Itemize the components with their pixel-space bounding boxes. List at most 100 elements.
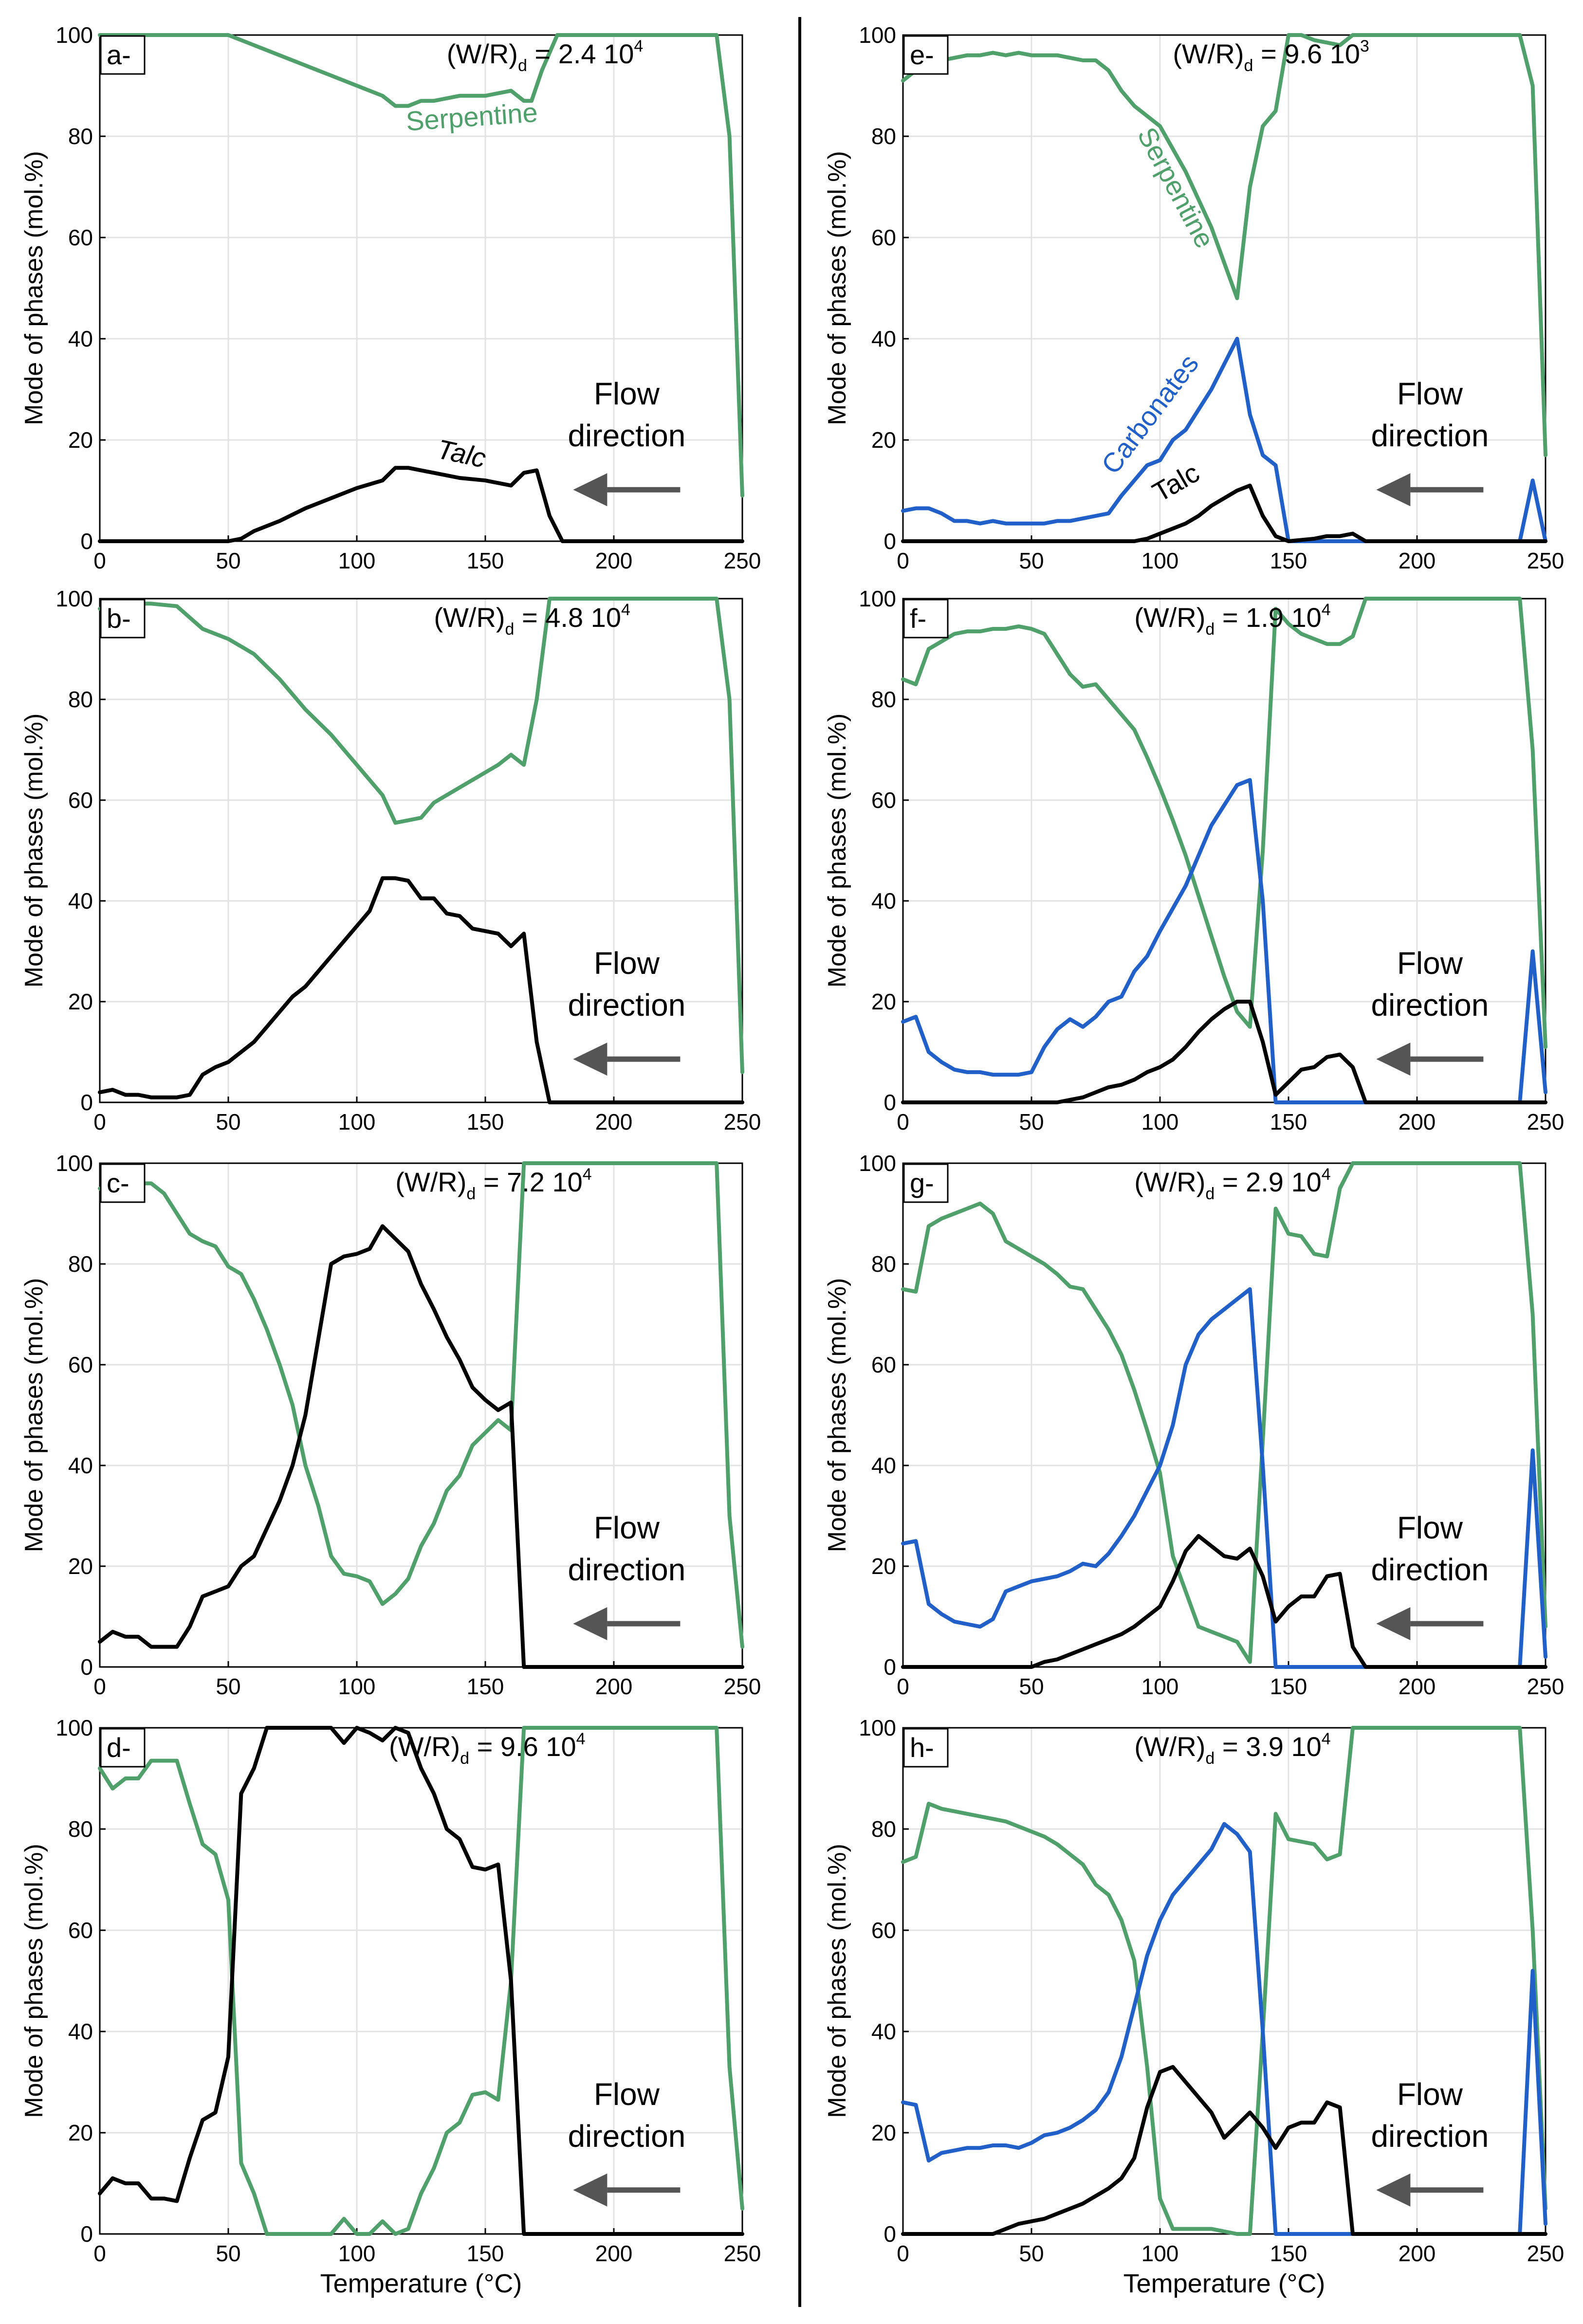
panel-letter-box [100, 1163, 146, 1203]
x-tick-label: 0 [93, 1674, 106, 1699]
flow-label-2: direction [568, 988, 685, 1023]
y-tick-label: 20 [871, 2120, 896, 2145]
y-tick-label: 60 [871, 1352, 896, 1377]
x-tick-label: 100 [1141, 2241, 1179, 2266]
series-line-serpentine [901, 33, 1547, 457]
flow-label-1: Flow [1397, 376, 1463, 411]
y-tick-label: 40 [68, 326, 93, 351]
x-tick-label: 100 [338, 1674, 376, 1699]
x-tick-label: 100 [1141, 1109, 1179, 1135]
series-line-carbonates [901, 337, 1547, 543]
x-tick-label: 150 [1270, 548, 1307, 573]
y-tick-label: 80 [68, 1816, 93, 1842]
series-line-talc [901, 483, 1547, 543]
flow-arrow-head [1376, 473, 1411, 507]
y-tick-label: 80 [68, 687, 93, 712]
wr-annotation: (W/R)d = 2.9 104 [1134, 1165, 1331, 1203]
y-tick-label: 40 [68, 888, 93, 914]
x-tick-label: 50 [216, 1674, 240, 1699]
wr-sub: d [505, 620, 515, 639]
x-tick-label: 200 [1399, 1674, 1436, 1699]
flow-direction-note: Flow direction [568, 946, 685, 1076]
panel-a: 0 50 100 150 200 250 0 20 40 60 80 100 Mode of phase… [20, 22, 761, 573]
y-tick-label: 80 [871, 124, 896, 149]
wr-value: = 2.9 10 [1215, 1167, 1322, 1197]
series-line-talc [901, 1000, 1547, 1104]
panel-f-letter: f- [903, 599, 949, 639]
series-line-talc [98, 466, 744, 543]
y-tick-label: 20 [871, 427, 896, 453]
wr-value: = 7.2 10 [476, 1167, 583, 1197]
wr-exp: 3 [1360, 37, 1369, 55]
x-tick-label: 250 [724, 548, 761, 573]
flow-label-2: direction [1371, 2119, 1489, 2154]
panel-g-letter: g- [903, 1163, 949, 1203]
series-line-talc [901, 2065, 1547, 2236]
x-tick-label: 50 [216, 1109, 240, 1135]
y-tick-label: 0 [884, 529, 896, 554]
series-line-carbonates [901, 1287, 1547, 1669]
y-tick-label: 60 [68, 1352, 93, 1377]
series-line-carbonates [901, 1822, 1547, 2236]
panel-letter: d- [107, 1732, 131, 1763]
flow-arrow-head [573, 473, 607, 507]
flow-arrow-head [573, 1043, 607, 1076]
y-tick-label: 0 [884, 1090, 896, 1115]
panel-letter-box [903, 1163, 949, 1203]
panel-letter: c- [107, 1168, 129, 1198]
wr-exp: 4 [583, 1165, 592, 1184]
flow-label-1: Flow [594, 1510, 660, 1545]
panel-a-frame [99, 34, 743, 542]
y-axis-label: Mode of phases (mol.%) [823, 714, 851, 988]
flow-direction-note: Flow direction [568, 376, 685, 507]
x-tick-label: 100 [1141, 548, 1179, 573]
wr-base: (W/R) [389, 1731, 460, 1762]
y-tick-label: 80 [871, 1251, 896, 1277]
panel-c-letter: c- [100, 1163, 146, 1203]
x-tick-label: 100 [1141, 1674, 1179, 1699]
panel-letter: f- [910, 603, 926, 634]
x-tick-label: 250 [724, 2241, 761, 2266]
panel-e-letter: e- [903, 35, 949, 75]
x-tick-label: 0 [93, 548, 106, 573]
flow-direction-note: Flow direction [1371, 376, 1489, 507]
flow-direction-note: Flow direction [568, 1510, 685, 1641]
series-line-serpentine [901, 1161, 1547, 1664]
series-line-talc [98, 876, 744, 1104]
wr-exp: 4 [1322, 1730, 1331, 1748]
panel-letter: b- [107, 603, 131, 634]
y-tick-label: 40 [871, 888, 896, 914]
flow-label-2: direction [1371, 418, 1489, 453]
x-tick-label: 50 [1019, 2241, 1044, 2266]
x-tick-label: 150 [1270, 1674, 1307, 1699]
y-tick-label: 20 [68, 1554, 93, 1579]
y-axis-label: Mode of phases (mol.%) [20, 1278, 48, 1553]
y-tick-label: 100 [859, 1715, 896, 1740]
y-tick-label: 0 [80, 529, 93, 554]
panel-f-grid [903, 599, 1546, 1102]
flow-label-1: Flow [594, 2077, 660, 2112]
x-tick-label: 200 [1399, 2241, 1436, 2266]
x-tick-label: 200 [595, 2241, 633, 2266]
x-tick-label: 150 [1270, 2241, 1307, 2266]
flow-direction-note: Flow direction [1371, 2077, 1489, 2207]
x-tick-label: 250 [1527, 548, 1565, 573]
x-tick-label: 0 [897, 548, 909, 573]
wr-annotation: (W/R)d = 7.2 104 [395, 1165, 592, 1203]
x-tick-label: 50 [1019, 1674, 1044, 1699]
series-line-serpentine [98, 597, 744, 1074]
x-tick-label: 150 [467, 548, 504, 573]
wr-base: (W/R) [1134, 1731, 1205, 1762]
y-tick-label: 80 [68, 124, 93, 149]
panel-letter-box [100, 35, 146, 75]
series-line-carbonates [901, 778, 1547, 1104]
x-axis-label: Temperature (°C) [320, 2269, 522, 2298]
series-line-serpentine [98, 1726, 744, 2236]
wr-value: = 4.8 10 [514, 602, 621, 633]
y-axis-label: Mode of phases (mol.%) [823, 1278, 851, 1553]
panel-letter: h- [910, 1732, 934, 1763]
x-tick-label: 0 [93, 1109, 106, 1135]
wr-sub: d [1205, 620, 1215, 639]
y-tick-label: 40 [871, 2019, 896, 2044]
